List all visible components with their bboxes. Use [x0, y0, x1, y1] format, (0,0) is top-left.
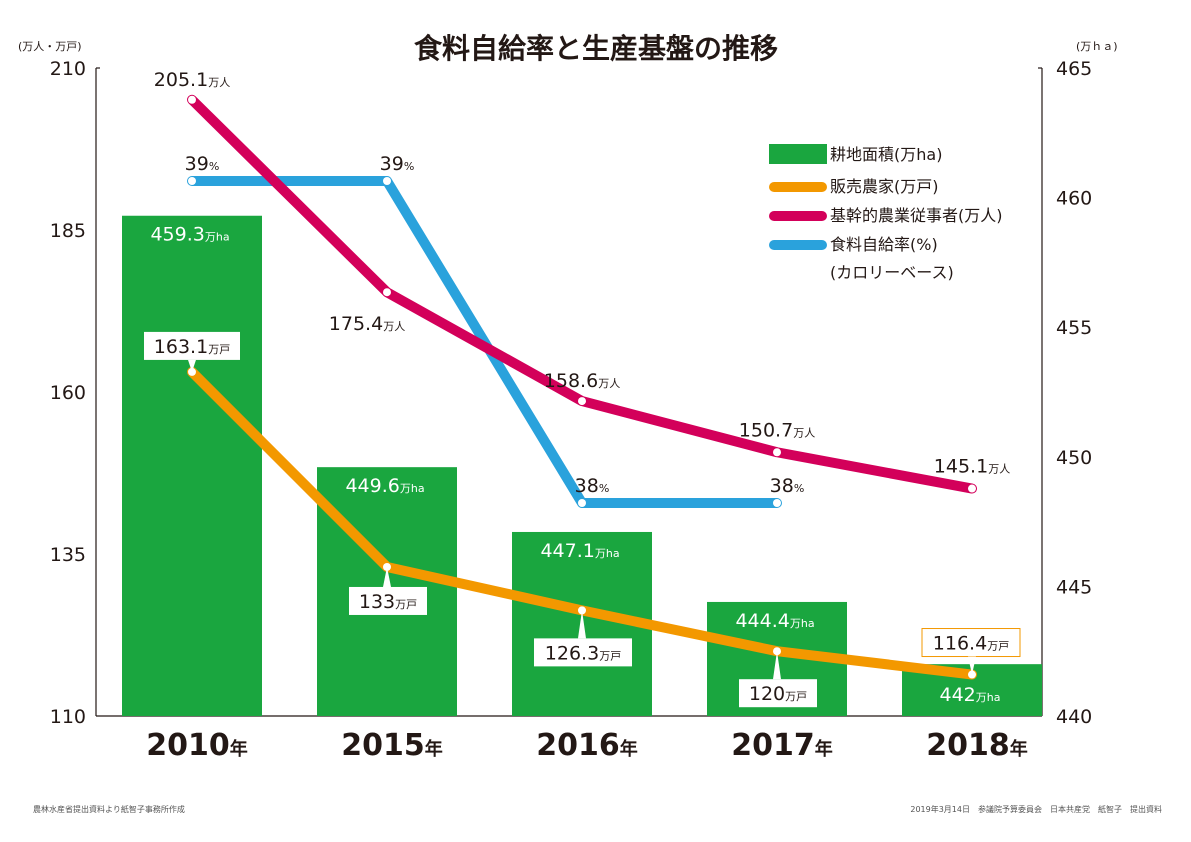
left-tick-label: 185	[50, 220, 86, 242]
core-workers-label: 150.7万人	[739, 419, 815, 441]
farm-households-callout	[534, 638, 632, 667]
farm-households-callout	[349, 586, 427, 615]
self-sufficiency-point	[578, 499, 586, 507]
core-workers-point	[578, 397, 586, 406]
footer-info: 2019年3月14日 参議院予算委員会 日本共産党 紙智子 提出資料	[910, 804, 1162, 814]
left-tick-label: 160	[50, 382, 86, 404]
self-sufficiency-label: 38%	[770, 475, 805, 497]
x-tick-label: 2010年	[146, 728, 248, 763]
legend-label: 基幹的農業従事者(万人)	[830, 206, 1003, 225]
footer-source: 農林水産省提出資料より紙智子事務所作成	[33, 804, 185, 814]
left-tick-label: 135	[50, 544, 86, 566]
right-tick-label: 455	[1056, 317, 1092, 339]
core-workers-point	[383, 288, 391, 297]
data-labels: 459.3万ha449.6万ha447.1万ha444.4万ha442万ha20…	[144, 69, 1021, 708]
core-workers-label: 175.4万人	[329, 313, 405, 335]
chart-title: 食料自給率と生産基盤の推移	[414, 32, 778, 65]
left-tick-label: 210	[50, 58, 86, 80]
legend-label: 耕地面積(万ha)	[830, 145, 942, 164]
self-sufficiency-point	[773, 499, 781, 507]
right-tick-label: 460	[1056, 188, 1092, 210]
callout-pointer	[383, 566, 391, 587]
self-sufficiency-point	[383, 177, 391, 185]
legend-label: (カロリーベース)	[830, 263, 954, 282]
core-workers-point	[188, 95, 196, 104]
self-sufficiency-point	[188, 177, 196, 185]
axes: 210 185 160 135 110 465 460 455 450 445 440 2010年 20…	[50, 58, 1093, 763]
x-tick-label: 2015年	[341, 728, 443, 763]
legend-swatch-bar	[769, 144, 827, 164]
x-tick-label: 2018年	[926, 728, 1028, 763]
legend-label: 販売農家(万戸)	[830, 177, 939, 196]
callout-pointer	[578, 610, 586, 639]
self-sufficiency-label: 39%	[380, 153, 415, 175]
left-tick-label: 110	[50, 706, 86, 728]
right-axis-unit: (万ｈａ)	[1076, 40, 1118, 53]
legend: 耕地面積(万ha) 販売農家(万戸) 基幹的農業従事者(万人) 食料自給率(%) (カロ…	[769, 144, 1003, 282]
left-axis-unit: (万人・万戸)	[18, 40, 82, 53]
self-sufficiency-label: 39%	[185, 153, 220, 175]
x-tick-label: 2017年	[731, 728, 833, 763]
callout-pointer	[773, 651, 781, 680]
core-workers-label: 158.6万人	[544, 370, 620, 392]
legend-label: 食料自給率(%)	[830, 235, 938, 254]
bars	[122, 215, 1042, 716]
farm-households-callout	[739, 679, 817, 708]
right-tick-label: 450	[1056, 447, 1092, 469]
farm-households-callout	[144, 331, 240, 360]
farm-households-callout	[921, 628, 1021, 658]
core-workers-label: 145.1万人	[934, 456, 1010, 478]
core-workers-point	[773, 448, 781, 457]
self-sufficiency-label: 38%	[575, 475, 610, 497]
x-tick-label: 2016年	[536, 728, 638, 763]
core-workers-label: 205.1万人	[154, 69, 230, 91]
core-workers-point	[968, 484, 976, 493]
callout-pointer	[968, 656, 976, 675]
right-tick-label: 445	[1056, 576, 1092, 598]
callout-pointer	[188, 359, 196, 372]
right-tick-label: 440	[1056, 706, 1092, 728]
bar	[122, 215, 262, 716]
right-tick-label: 465	[1056, 58, 1092, 80]
